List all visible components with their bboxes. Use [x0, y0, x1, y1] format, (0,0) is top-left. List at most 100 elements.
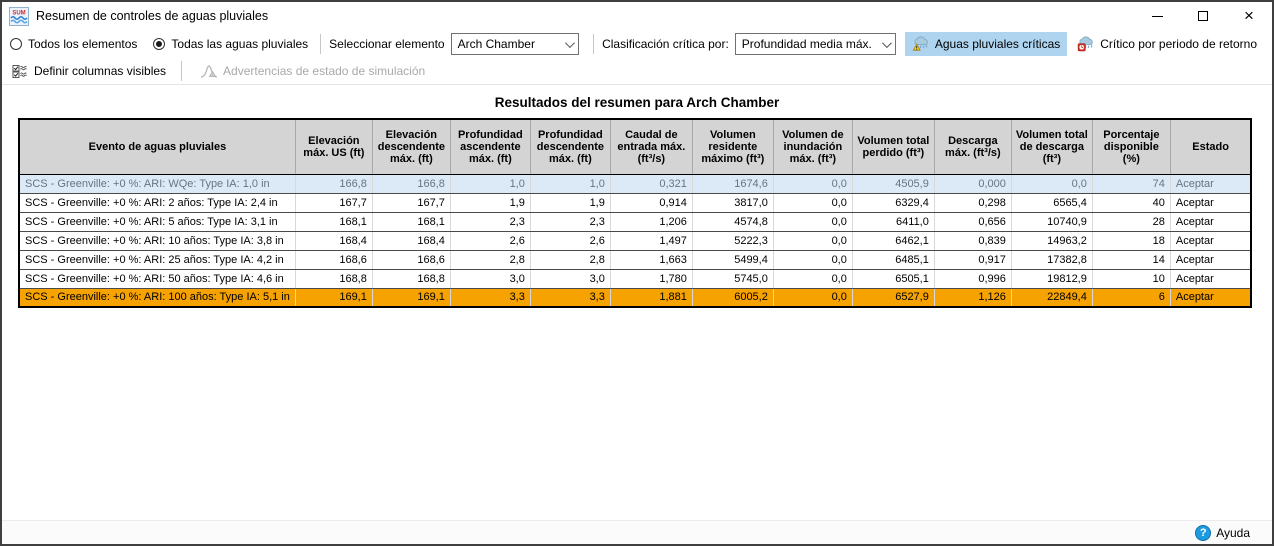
value-cell[interactable]: 1,0	[529, 173, 611, 194]
value-cell[interactable]: 2,8	[449, 249, 531, 270]
critical-return-period-button[interactable]: Crítico por periodo de retorno	[1070, 32, 1264, 56]
value-cell[interactable]: 6565,4	[1010, 192, 1093, 213]
value-cell[interactable]: 1,881	[609, 287, 693, 308]
value-cell[interactable]: 168,8	[371, 268, 451, 289]
value-cell[interactable]: 169,1	[371, 287, 451, 308]
critical-storm-events-button[interactable]: Aguas pluviales críticas	[904, 32, 1068, 56]
value-cell[interactable]: 169,1	[294, 287, 373, 308]
radio-todos-los-elementos[interactable]: Todos los elementos	[10, 37, 137, 51]
value-cell[interactable]: 0,298	[933, 192, 1012, 213]
table-row[interactable]: SCS - Greenville: +0 %: ARI: WQe: Type I…	[18, 173, 1252, 194]
element-combobox[interactable]: Arch Chamber	[450, 33, 580, 55]
value-cell[interactable]: 14963,2	[1010, 230, 1093, 251]
value-cell[interactable]: 0,0	[772, 268, 853, 289]
event-cell[interactable]: SCS - Greenville: +0 %: ARI: 25 años: Ty…	[18, 249, 296, 270]
event-cell[interactable]: SCS - Greenville: +0 %: ARI: 100 años: T…	[18, 287, 296, 308]
value-cell[interactable]: 3,0	[529, 268, 611, 289]
value-cell[interactable]: 1,206	[609, 211, 693, 232]
value-cell[interactable]: 10	[1091, 268, 1171, 289]
value-cell[interactable]: 40	[1091, 192, 1171, 213]
value-cell[interactable]: 168,1	[294, 211, 373, 232]
value-cell[interactable]: 6329,4	[851, 192, 935, 213]
value-cell[interactable]: 0,0	[772, 249, 853, 270]
value-cell[interactable]: 19812,9	[1010, 268, 1093, 289]
value-cell[interactable]: 0,914	[609, 192, 693, 213]
maximize-button[interactable]	[1180, 2, 1226, 30]
value-cell[interactable]: 168,6	[294, 249, 373, 270]
value-cell[interactable]: 5499,4	[691, 249, 774, 270]
table-row[interactable]: SCS - Greenville: +0 %: ARI: 2 años: Typ…	[18, 192, 1252, 213]
value-cell[interactable]: 6462,1	[851, 230, 935, 251]
value-cell[interactable]: 6505,1	[851, 268, 935, 289]
value-cell[interactable]: 0,0	[1010, 173, 1093, 194]
value-cell[interactable]: 1,780	[609, 268, 693, 289]
value-cell[interactable]: 168,1	[371, 211, 451, 232]
table-row[interactable]: SCS - Greenville: +0 %: ARI: 5 años: Typ…	[18, 211, 1252, 232]
value-cell[interactable]: 0,000	[933, 173, 1012, 194]
radio-todas-las-aguas-pluviales[interactable]: Todas las aguas pluviales	[153, 37, 308, 51]
value-cell[interactable]: 28	[1091, 211, 1171, 232]
value-cell[interactable]: 1,497	[609, 230, 693, 251]
event-cell[interactable]: SCS - Greenville: +0 %: ARI: 2 años: Typ…	[18, 192, 296, 213]
value-cell[interactable]: 0,839	[933, 230, 1012, 251]
value-cell[interactable]: 3817,0	[691, 192, 774, 213]
status-cell[interactable]: Aceptar	[1169, 230, 1252, 251]
event-cell[interactable]: SCS - Greenville: +0 %: ARI: WQe: Type I…	[18, 173, 296, 194]
status-cell[interactable]: Aceptar	[1169, 211, 1252, 232]
define-visible-columns-button[interactable]: Definir columnas visibles	[10, 59, 173, 83]
event-cell[interactable]: SCS - Greenville: +0 %: ARI: 50 años: Ty…	[18, 268, 296, 289]
value-cell[interactable]: 10740,9	[1010, 211, 1093, 232]
table-row[interactable]: SCS - Greenville: +0 %: ARI: 10 años: Ty…	[18, 230, 1252, 251]
value-cell[interactable]: 0,0	[772, 211, 853, 232]
value-cell[interactable]: 168,8	[294, 268, 373, 289]
value-cell[interactable]: 0,321	[609, 173, 693, 194]
value-cell[interactable]: 2,3	[529, 211, 611, 232]
value-cell[interactable]: 1,0	[449, 173, 531, 194]
table-row[interactable]: SCS - Greenville: +0 %: ARI: 50 años: Ty…	[18, 268, 1252, 289]
value-cell[interactable]: 6485,1	[851, 249, 935, 270]
value-cell[interactable]: 4505,9	[851, 173, 935, 194]
status-cell[interactable]: Aceptar	[1169, 173, 1252, 194]
value-cell[interactable]: 167,7	[371, 192, 451, 213]
help-link[interactable]: ? Ayuda	[1195, 524, 1250, 541]
critical-sort-combobox[interactable]: Profundidad media máx.	[734, 33, 896, 55]
value-cell[interactable]: 2,6	[529, 230, 611, 251]
value-cell[interactable]: 167,7	[294, 192, 373, 213]
value-cell[interactable]: 6	[1091, 287, 1171, 308]
value-cell[interactable]: 14	[1091, 249, 1171, 270]
value-cell[interactable]: 168,4	[294, 230, 373, 251]
value-cell[interactable]: 166,8	[371, 173, 451, 194]
value-cell[interactable]: 3,3	[529, 287, 611, 308]
value-cell[interactable]: 2,8	[529, 249, 611, 270]
value-cell[interactable]: 168,4	[371, 230, 451, 251]
close-button[interactable]: ×	[1226, 2, 1272, 30]
value-cell[interactable]: 6527,9	[851, 287, 935, 308]
event-cell[interactable]: SCS - Greenville: +0 %: ARI: 10 años: Ty…	[18, 230, 296, 251]
table-row[interactable]: SCS - Greenville: +0 %: ARI: 100 años: T…	[18, 287, 1252, 308]
value-cell[interactable]: 0,656	[933, 211, 1012, 232]
value-cell[interactable]: 1674,6	[691, 173, 774, 194]
value-cell[interactable]: 1,663	[609, 249, 693, 270]
value-cell[interactable]: 0,996	[933, 268, 1012, 289]
status-cell[interactable]: Aceptar	[1169, 192, 1252, 213]
value-cell[interactable]: 0,0	[772, 192, 853, 213]
value-cell[interactable]: 1,9	[529, 192, 611, 213]
value-cell[interactable]: 6411,0	[851, 211, 935, 232]
value-cell[interactable]: 3,0	[449, 268, 531, 289]
event-cell[interactable]: SCS - Greenville: +0 %: ARI: 5 años: Typ…	[18, 211, 296, 232]
value-cell[interactable]: 1,9	[449, 192, 531, 213]
value-cell[interactable]: 17382,8	[1010, 249, 1093, 270]
value-cell[interactable]: 0,0	[772, 173, 853, 194]
value-cell[interactable]: 5745,0	[691, 268, 774, 289]
value-cell[interactable]: 22849,4	[1010, 287, 1093, 308]
value-cell[interactable]: 166,8	[294, 173, 373, 194]
table-row[interactable]: SCS - Greenville: +0 %: ARI: 25 años: Ty…	[18, 249, 1252, 270]
status-cell[interactable]: Aceptar	[1169, 268, 1252, 289]
value-cell[interactable]: 18	[1091, 230, 1171, 251]
value-cell[interactable]: 6005,2	[691, 287, 774, 308]
value-cell[interactable]: 1,126	[933, 287, 1012, 308]
value-cell[interactable]: 3,3	[449, 287, 531, 308]
minimize-button[interactable]	[1134, 2, 1180, 30]
value-cell[interactable]: 0,0	[772, 230, 853, 251]
value-cell[interactable]: 2,3	[449, 211, 531, 232]
